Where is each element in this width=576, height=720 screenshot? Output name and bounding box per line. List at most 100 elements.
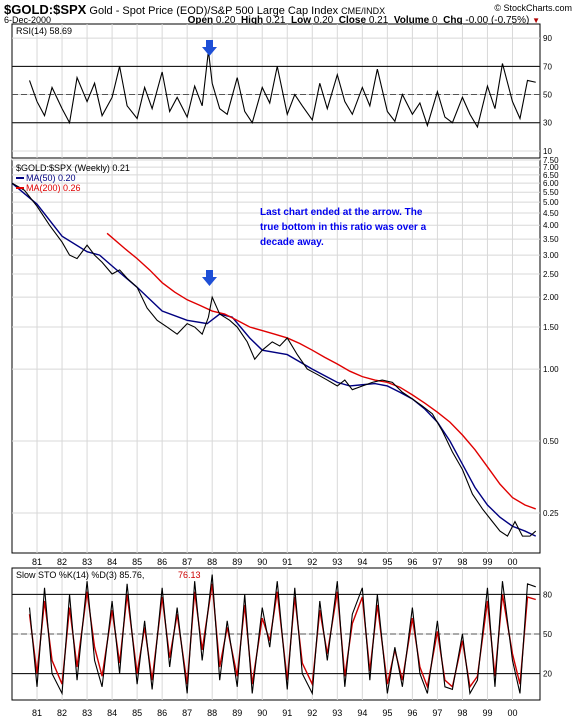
open-label: Open <box>187 15 214 26</box>
x-tick-label: 85 <box>132 557 142 567</box>
y-tick-label: 90 <box>543 34 552 43</box>
x-tick-label: 86 <box>157 708 167 718</box>
x-tick-label: 82 <box>57 557 67 567</box>
x-tick-label: 87 <box>182 708 192 718</box>
x-tick-label: 81 <box>32 557 42 567</box>
close-label: Close <box>338 15 367 26</box>
high-label: High <box>240 15 264 26</box>
y-tick-label: 5.50 <box>543 188 559 197</box>
x-tick-label: 94 <box>357 708 367 718</box>
x-tick-label: 90 <box>257 557 267 567</box>
x-tick-label: 90 <box>257 708 267 718</box>
y-tick-label: 0.50 <box>543 437 559 446</box>
instrument-title: Gold - Spot Price (EOD)/S&P 500 Large Ca… <box>89 5 339 17</box>
rsi-panel <box>11 23 541 159</box>
x-tick-label: 98 <box>457 708 467 718</box>
x-tick-label: 96 <box>407 557 417 567</box>
x-tick-label: 89 <box>232 708 242 718</box>
y-tick-label: 5.00 <box>543 198 559 207</box>
close-value: 0.21 <box>368 15 389 26</box>
x-tick-label: 92 <box>307 557 317 567</box>
high-value: 0.21 <box>265 15 286 26</box>
y-tick-label: 0.25 <box>543 509 559 518</box>
x-tick-label: 88 <box>207 708 217 718</box>
chart-header: $GOLD:$SPX Gold - Spot Price (EOD)/S&P 5… <box>0 0 576 40</box>
x-tick-label: 87 <box>182 557 192 567</box>
annotation-line-1: Last chart ended at the arrow. The <box>260 207 423 218</box>
y-tick-label: 50 <box>543 91 552 100</box>
annotation-line-2: true bottom in this ratio was over a <box>260 222 427 233</box>
y-tick-label: 6.00 <box>543 179 559 188</box>
x-tick-label: 94 <box>357 557 367 567</box>
volume-label: Volume <box>393 15 430 26</box>
x-tick-label: 93 <box>332 708 342 718</box>
y-tick-label: 4.50 <box>543 209 559 218</box>
y-tick-label: 7.00 <box>543 163 559 172</box>
rsi-title: RSI(14) 58.69 <box>16 26 72 36</box>
y-tick-label: 50 <box>543 630 552 639</box>
low-value: 0.20 <box>313 15 334 26</box>
x-tick-label: 88 <box>207 557 217 567</box>
rsi-line <box>28 50 536 129</box>
x-tick-label: 83 <box>82 708 92 718</box>
sto-k-line <box>28 574 536 696</box>
chg-label: Chg <box>443 15 463 26</box>
y-tick-label: 20 <box>543 670 552 679</box>
x-tick-label: 95 <box>382 708 392 718</box>
x-tick-label: 95 <box>382 557 392 567</box>
x-tick-label: 84 <box>107 557 117 567</box>
y-tick-label: 1.50 <box>543 323 559 332</box>
plot-lines <box>11 50 537 696</box>
x-tick-labels: 81 81 82 82 83 83 84 84 85 85 86 86 87 87 88 88 89 89 90 90… <box>32 557 517 718</box>
y-tick-label: 3.50 <box>543 235 559 244</box>
annotation-line-3: decade away. <box>260 237 324 248</box>
credit: © StockCharts.com <box>494 3 572 13</box>
sto-title-k: Slow STO %K(14) %D(3) 85.76, <box>16 570 144 580</box>
ma50-line <box>11 182 537 537</box>
y-tick-label: 4.00 <box>543 221 559 230</box>
x-tick-label: 81 <box>32 708 42 718</box>
x-tick-label: 99 <box>482 708 492 718</box>
y-tick-label: 2.50 <box>543 270 559 279</box>
ma200-line <box>106 232 536 510</box>
volume-value: 0 <box>432 15 438 26</box>
x-tick-label: 91 <box>282 708 292 718</box>
ma200-legend: MA(200) 0.26 <box>26 183 81 193</box>
open-value: 0.20 <box>215 15 236 26</box>
chart-date: 6-Dec-2000 <box>4 15 52 25</box>
exchange: CME/INDX <box>341 6 386 16</box>
chg-value: -0.00 (-0.75%) <box>465 15 530 26</box>
y-tick-labels: 10 30 50 70 90 0.25 0.50 1.00 1.50 2.00 2.50 3.00 3.… <box>543 34 559 678</box>
y-tick-label: 2.00 <box>543 293 559 302</box>
sto-title-d: 76.13 <box>178 570 201 580</box>
x-tick-label: 97 <box>432 557 442 567</box>
x-tick-label: 00 <box>507 708 517 718</box>
x-tick-label: 00 <box>507 557 517 567</box>
x-tick-label: 83 <box>82 557 92 567</box>
x-tick-label: 96 <box>407 708 417 718</box>
rsi-arrow-icon <box>202 40 217 56</box>
y-tick-label: 80 <box>543 590 552 599</box>
y-tick-label: 70 <box>543 62 552 71</box>
price-title: $GOLD:$SPX (Weekly) 0.21 <box>16 163 130 173</box>
low-label: Low <box>290 15 311 26</box>
x-tick-label: 84 <box>107 708 117 718</box>
y-tick-label: 10 <box>543 147 552 156</box>
x-tick-label: 86 <box>157 557 167 567</box>
price-arrow-icon <box>202 270 217 286</box>
x-tick-label: 92 <box>307 708 317 718</box>
y-tick-label: 6.50 <box>543 171 559 180</box>
x-tick-label: 99 <box>482 557 492 567</box>
y-tick-label: 1.00 <box>543 365 559 374</box>
price-line <box>11 182 537 537</box>
price-panel <box>11 159 541 554</box>
y-tick-label: 30 <box>543 119 552 128</box>
x-tick-label: 91 <box>282 557 292 567</box>
down-arrow-icon: ▼ <box>532 16 540 25</box>
y-tick-label: 3.00 <box>543 251 559 260</box>
quote-bar: Open 0.20 High 0.21 Low 0.20 Close 0.21 … <box>188 15 540 26</box>
symbol: $GOLD:$SPX <box>4 2 87 17</box>
ma50-legend: MA(50) 0.20 <box>26 173 76 183</box>
x-tick-label: 97 <box>432 708 442 718</box>
